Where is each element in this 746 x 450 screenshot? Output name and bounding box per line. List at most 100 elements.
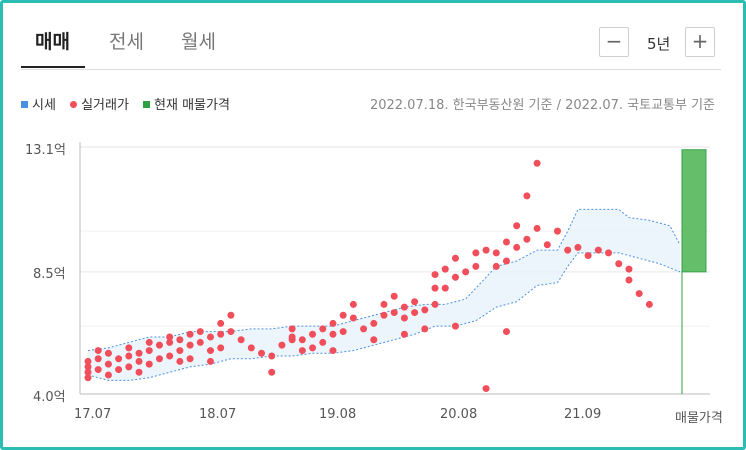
x-tick-label: 20.08 xyxy=(440,407,478,422)
transaction-point xyxy=(288,325,296,333)
transaction-point xyxy=(278,341,286,349)
transaction-point xyxy=(145,360,153,368)
transaction-point xyxy=(574,243,582,251)
x-tick-label: 18.07 xyxy=(199,407,237,422)
transaction-point xyxy=(451,254,459,262)
x-tick-label: 17.07 xyxy=(74,407,112,422)
transaction-point xyxy=(227,328,235,336)
transaction-point xyxy=(217,319,225,327)
minus-icon: − xyxy=(605,29,623,53)
period-increase-button[interactable]: + xyxy=(685,27,715,57)
transaction-point xyxy=(441,265,449,273)
transaction-point xyxy=(268,352,276,360)
transaction-point xyxy=(400,330,408,338)
tab-jeonse[interactable]: 전세 xyxy=(109,31,144,53)
transaction-point xyxy=(421,306,429,314)
transaction-point xyxy=(135,349,143,357)
transaction-point xyxy=(492,262,500,270)
transaction-point xyxy=(605,249,613,257)
transaction-point xyxy=(451,322,459,330)
listing-price-bar xyxy=(681,149,707,273)
transaction-point xyxy=(554,227,562,235)
period-label: 5년 xyxy=(647,35,671,53)
transaction-point xyxy=(135,368,143,376)
transaction-point xyxy=(309,344,317,352)
transaction-point xyxy=(288,336,296,344)
transaction-point xyxy=(645,300,653,308)
transaction-point xyxy=(502,328,510,336)
transaction-point xyxy=(94,347,102,355)
transaction-point xyxy=(135,357,143,365)
plus-icon: + xyxy=(691,29,709,53)
transaction-point xyxy=(492,249,500,257)
transaction-point xyxy=(472,249,480,257)
transaction-point xyxy=(411,298,419,306)
transaction-point xyxy=(421,325,429,333)
legend-item-market-price: 시세 xyxy=(21,98,56,113)
x-tick-label: 매물가격 xyxy=(675,411,723,426)
active-tab-indicator xyxy=(21,66,85,68)
transaction-point xyxy=(360,325,368,333)
period-decrease-button[interactable]: − xyxy=(599,27,629,57)
transaction-point xyxy=(186,355,194,363)
transaction-point xyxy=(370,319,378,327)
transaction-point xyxy=(319,338,327,346)
transaction-point xyxy=(319,325,327,333)
transaction-point xyxy=(431,300,439,308)
transaction-point xyxy=(329,347,337,355)
transaction-point xyxy=(104,371,112,379)
y-tick-label: 8.5억 xyxy=(33,267,66,282)
transaction-point xyxy=(237,336,245,344)
transaction-point xyxy=(329,319,337,327)
transaction-point xyxy=(380,311,388,319)
transaction-point xyxy=(145,347,153,355)
transaction-point xyxy=(206,357,214,365)
transaction-point xyxy=(482,246,490,254)
transaction-point xyxy=(584,252,592,260)
transaction-point xyxy=(104,360,112,368)
transaction-point xyxy=(298,347,306,355)
transaction-point xyxy=(451,273,459,281)
transaction-point xyxy=(196,338,204,346)
deal-type-tabs: 매매 전세 월세 xyxy=(21,21,721,70)
transaction-point xyxy=(206,333,214,341)
transaction-point xyxy=(166,352,174,360)
transaction-point xyxy=(523,192,531,200)
transaction-point xyxy=(625,265,633,273)
transaction-point xyxy=(176,336,184,344)
transaction-point xyxy=(84,368,92,376)
transaction-point xyxy=(349,314,357,322)
transaction-point xyxy=(227,311,235,319)
circle-icon xyxy=(70,101,78,108)
tab-monthly-rent[interactable]: 월세 xyxy=(181,31,216,53)
transaction-point xyxy=(513,222,521,230)
transaction-point xyxy=(482,385,490,393)
transaction-point xyxy=(176,347,184,355)
transaction-point xyxy=(533,224,541,232)
transaction-point xyxy=(125,363,133,371)
transaction-point xyxy=(615,260,623,268)
transaction-point xyxy=(258,349,266,357)
transaction-point xyxy=(125,352,133,360)
transaction-point xyxy=(186,341,194,349)
transaction-point xyxy=(247,344,255,352)
transaction-point xyxy=(400,314,408,322)
transaction-point xyxy=(145,338,153,346)
y-tick-label: 4.0억 xyxy=(33,390,66,405)
transaction-point xyxy=(564,246,572,254)
y-tick-label: 13.1억 xyxy=(25,143,66,158)
transaction-point xyxy=(380,300,388,308)
transaction-point xyxy=(166,338,174,346)
transaction-point xyxy=(472,262,480,270)
transaction-point xyxy=(390,309,398,317)
transaction-point xyxy=(543,241,551,249)
transaction-point xyxy=(370,336,378,344)
transaction-point xyxy=(502,238,510,246)
tab-sale[interactable]: 매매 xyxy=(35,31,70,53)
transaction-point xyxy=(196,328,204,336)
transaction-point xyxy=(94,366,102,374)
transaction-point xyxy=(115,366,123,374)
x-tick-label: 19.08 xyxy=(319,407,357,422)
transaction-point xyxy=(339,328,347,336)
